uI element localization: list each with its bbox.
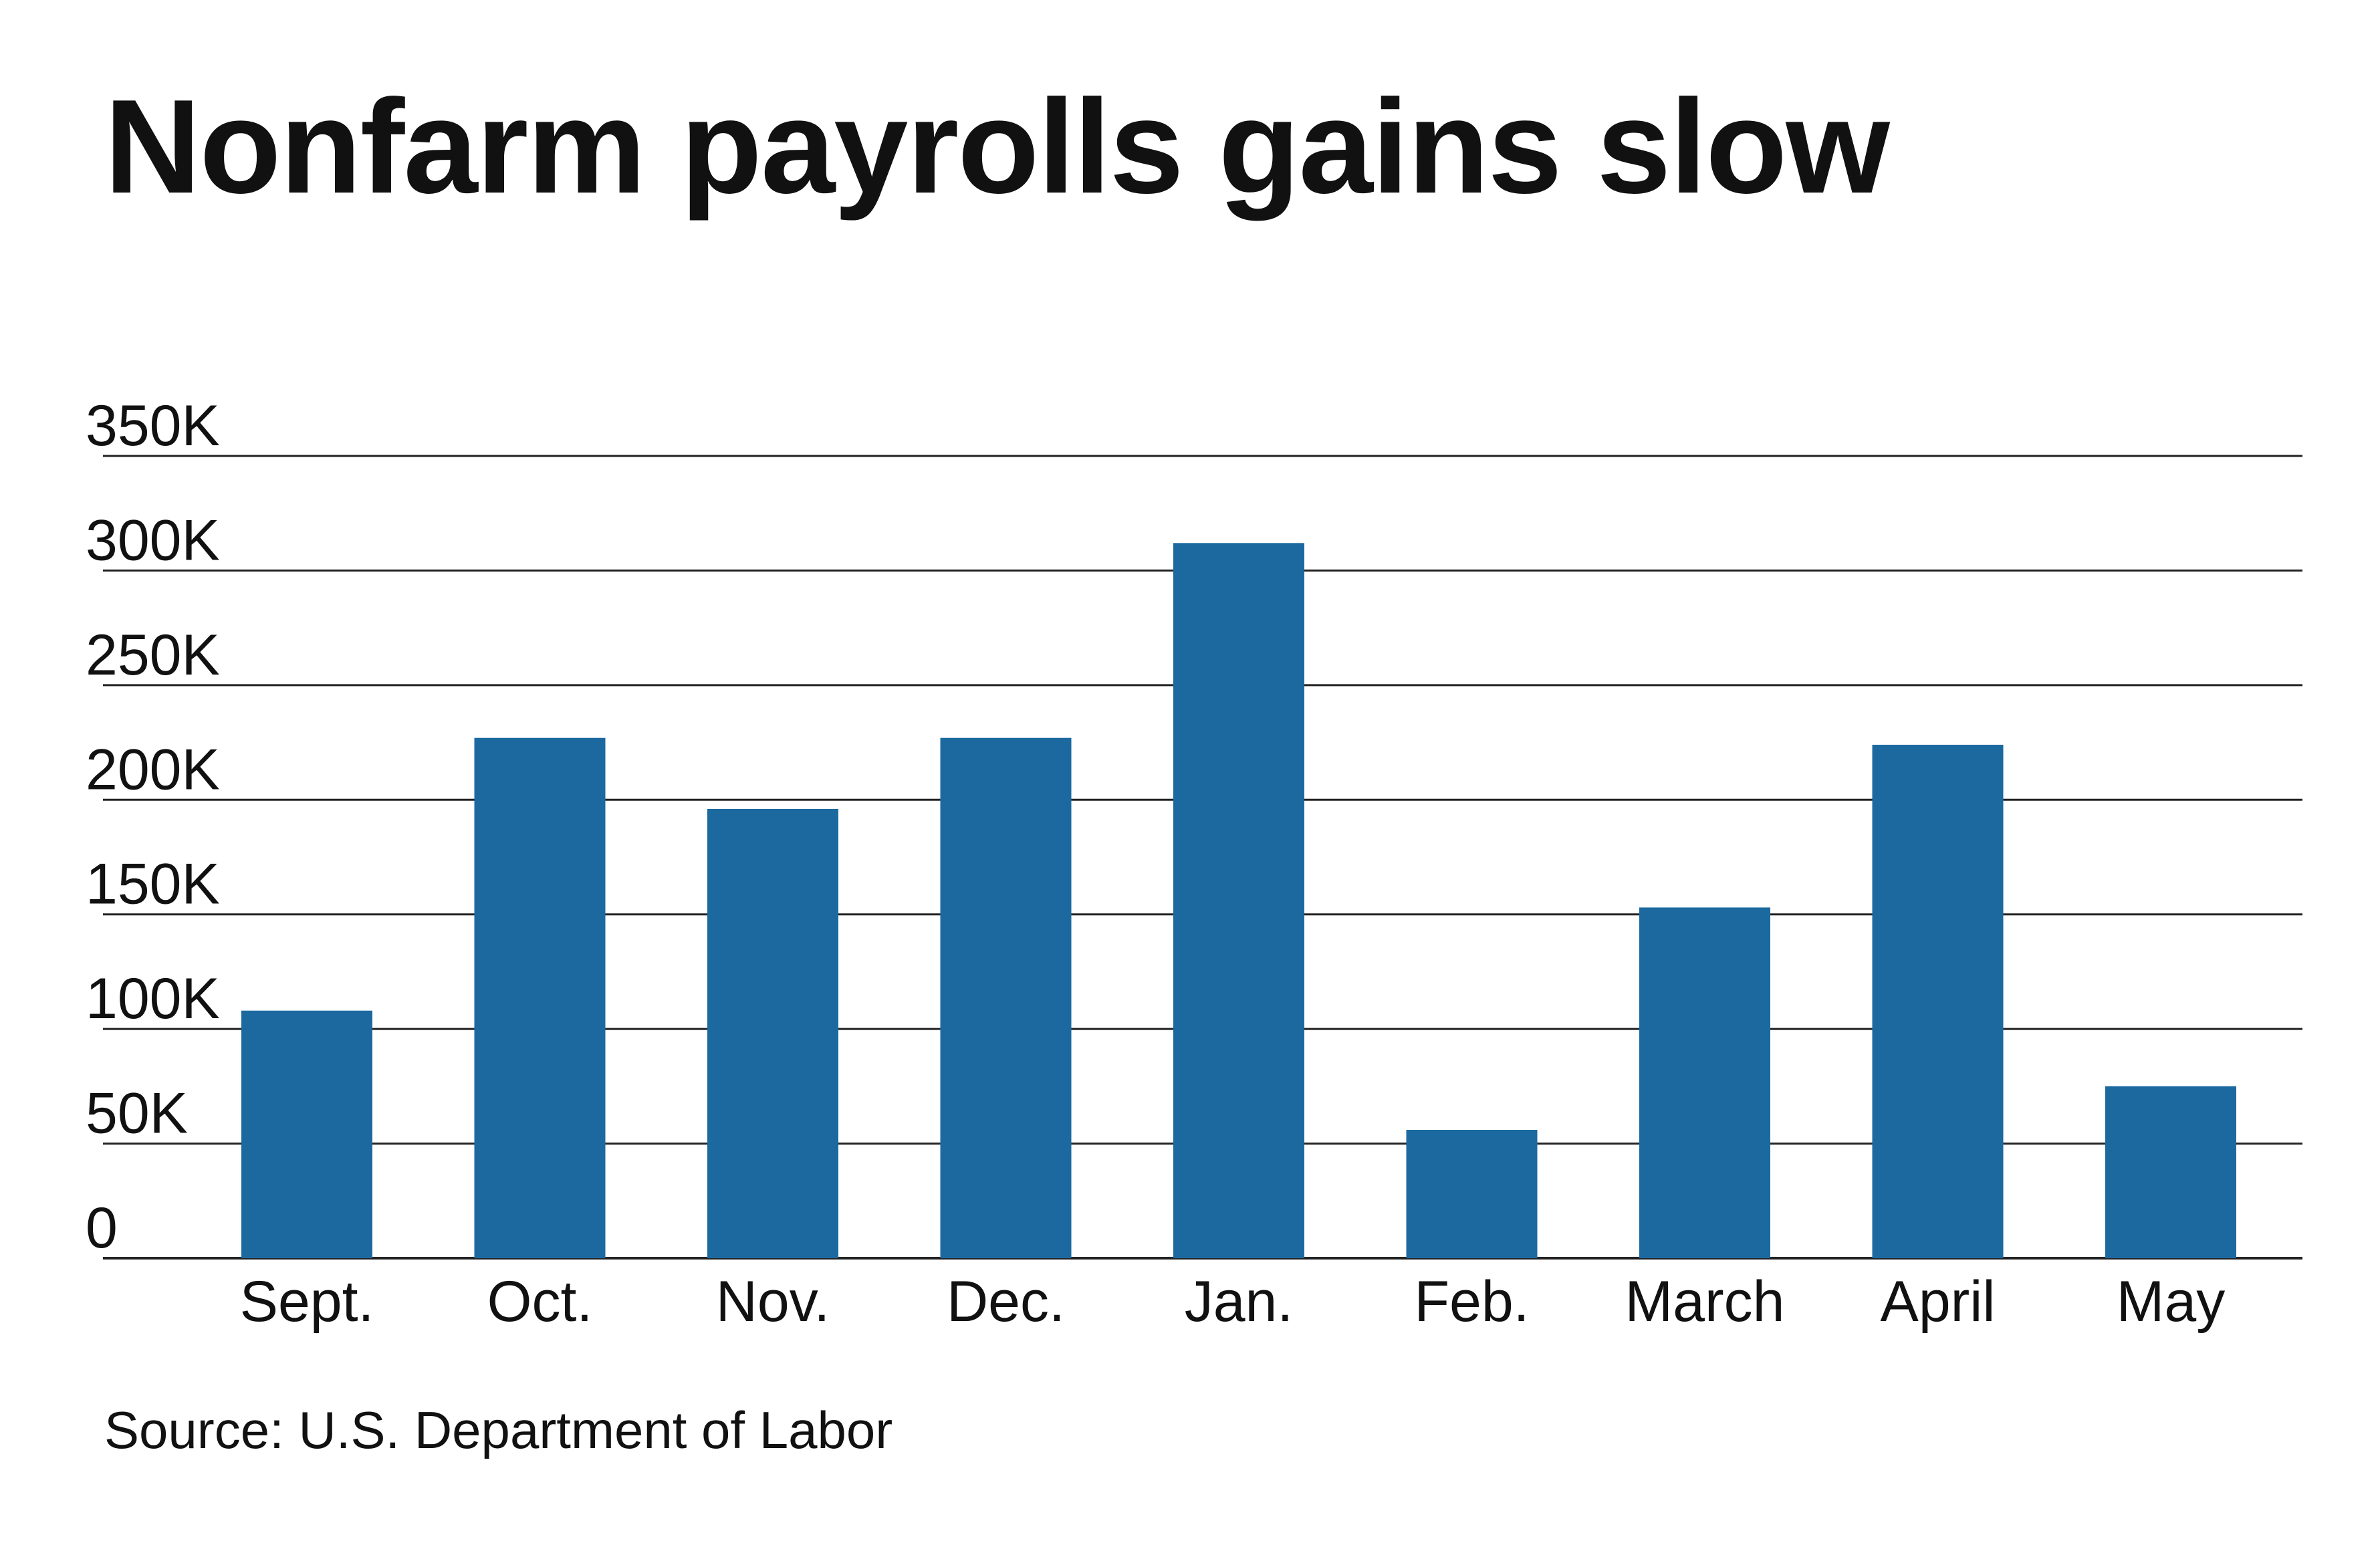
bars xyxy=(241,543,2236,1259)
x-category-label: Sept. xyxy=(240,1270,374,1334)
y-tick-label: 50K xyxy=(86,1082,188,1146)
bar-jan xyxy=(1173,543,1304,1259)
x-axis-category-labels: Sept. Oct. Nov. Dec. Jan. Feb. March April May xyxy=(240,1270,2226,1334)
bar-nov xyxy=(707,809,838,1258)
y-tick-label: 300K xyxy=(86,508,220,572)
x-category-label: Oct. xyxy=(487,1270,593,1334)
x-category-label: April xyxy=(1880,1270,1995,1334)
bar-oct xyxy=(474,737,606,1258)
y-tick-label: 0 xyxy=(86,1196,118,1260)
bar-feb xyxy=(1406,1130,1538,1258)
x-category-label: Feb. xyxy=(1414,1270,1529,1334)
x-category-label: March xyxy=(1625,1270,1785,1334)
y-tick-label: 150K xyxy=(86,852,220,917)
y-tick-label: 200K xyxy=(86,737,220,802)
bar-dec xyxy=(940,737,1072,1258)
bar-march xyxy=(1639,907,1770,1258)
y-tick-label: 250K xyxy=(86,623,220,687)
x-category-label: Jan. xyxy=(1185,1270,1294,1334)
chart-title: Nonfarm payrolls gains slow xyxy=(104,72,1890,221)
x-category-label: Dec. xyxy=(947,1270,1065,1334)
bar-sept xyxy=(241,1010,372,1258)
bar-april xyxy=(1872,745,2004,1258)
y-tick-label: 350K xyxy=(86,394,220,458)
y-axis-tick-labels: 0 50K 100K 150K 200K 250K 300K 350K xyxy=(86,394,220,1260)
bar-may xyxy=(2105,1086,2236,1258)
source-note: Source: U.S. Department of Labor xyxy=(104,1401,893,1459)
y-tick-label: 100K xyxy=(86,967,220,1031)
x-category-label: May xyxy=(2117,1270,2225,1334)
x-category-label: Nov. xyxy=(716,1270,830,1334)
